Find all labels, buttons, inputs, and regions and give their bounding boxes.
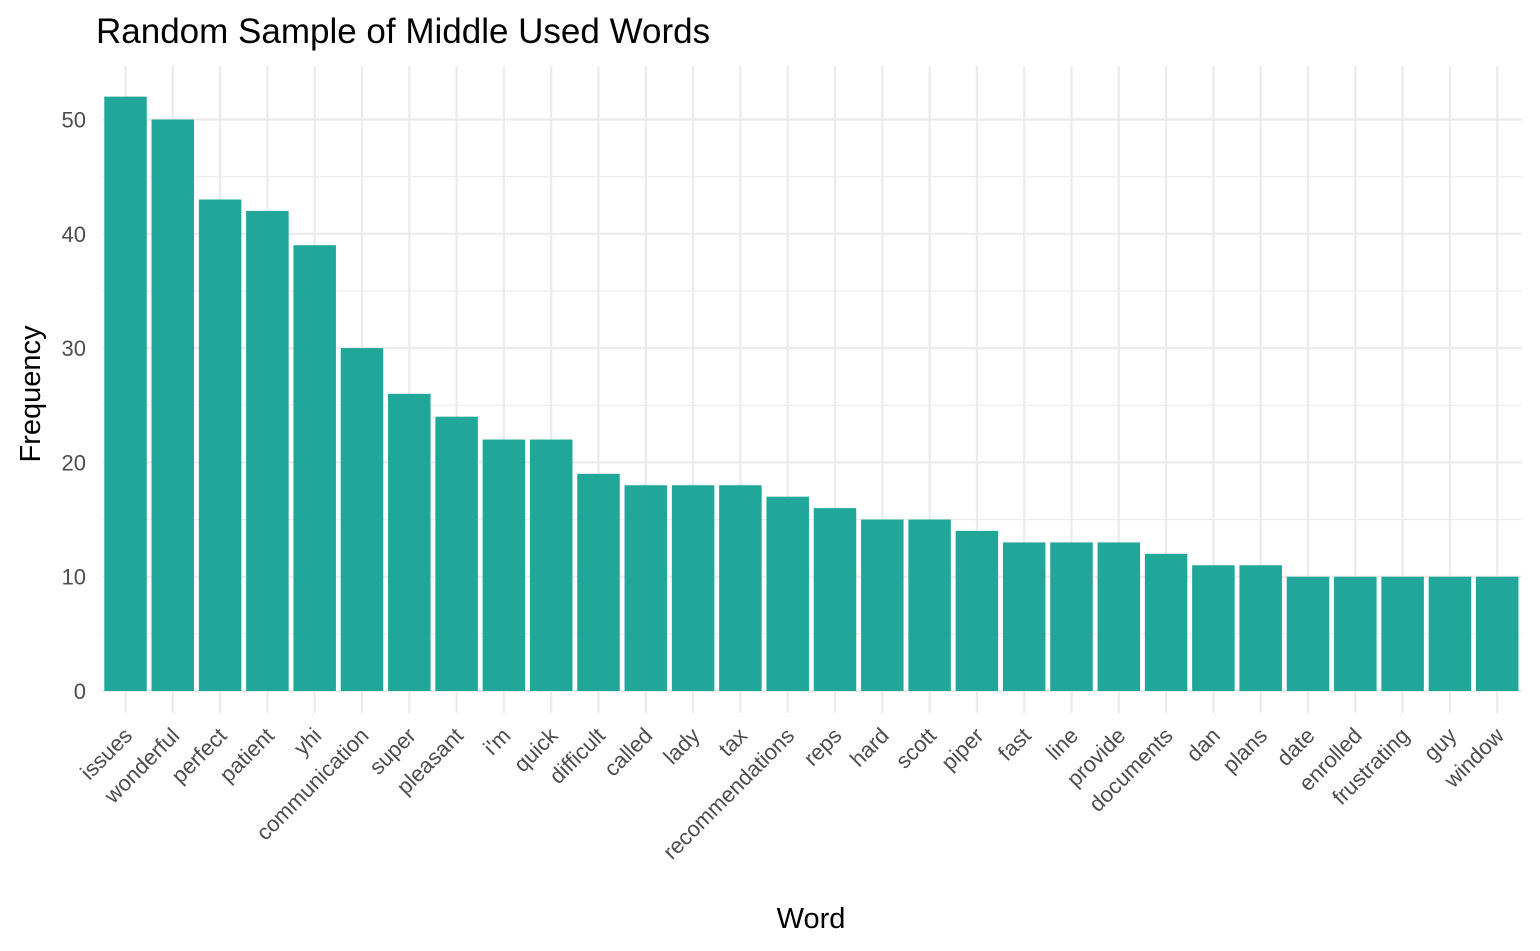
bar [483,440,526,691]
bar [719,485,762,691]
bar [1098,542,1141,691]
bar [199,200,242,691]
y-axis-ticks: 0 10 20 30 40 50 [62,108,86,705]
bar [1239,565,1282,691]
x-tick-label: yhi [289,723,327,761]
y-tick-label: 20 [62,450,86,475]
y-axis-title: Frequency [15,325,47,463]
y-tick-label: 40 [62,222,86,247]
x-tick-label: piper [936,723,988,775]
x-axis-title: Word [777,903,846,935]
bar [293,245,336,691]
bar [1476,577,1519,691]
bar [766,497,809,691]
x-tick-label: tax [713,723,751,761]
y-tick-label: 30 [62,336,86,361]
bar [1381,577,1424,691]
bar [908,520,951,691]
y-tick-label: 10 [62,565,86,590]
bar [956,531,999,691]
bar [388,394,431,691]
bar [577,474,620,691]
bar [1192,565,1235,691]
x-tick-label: i'm [478,723,515,760]
x-tick-label: hard [845,723,894,772]
bar [1334,577,1377,691]
bar [530,440,573,691]
bar [1003,542,1045,691]
y-tick-label: 50 [62,108,86,133]
chart-title: Random Sample of Middle Used Words [96,12,710,51]
bar [435,417,478,691]
bar [1145,554,1188,691]
x-tick-label: reps [799,723,847,771]
bar [341,348,384,691]
bars [104,97,1518,691]
bar [861,520,904,691]
bar [1050,542,1093,691]
bar [1429,577,1472,691]
bar [625,485,668,691]
x-tick-label: plans [1217,723,1272,778]
bar [152,120,195,692]
x-tick-label: scott [891,723,942,774]
bar [814,508,857,691]
x-tick-label: called [599,723,657,781]
bar [104,97,147,691]
x-tick-label: fast [993,723,1036,766]
y-tick-label: 0 [74,679,86,704]
bar [1287,577,1330,691]
x-tick-label: lady [658,723,704,769]
bar [672,485,715,691]
bar [246,211,289,691]
x-tick-label: patient [215,723,279,787]
